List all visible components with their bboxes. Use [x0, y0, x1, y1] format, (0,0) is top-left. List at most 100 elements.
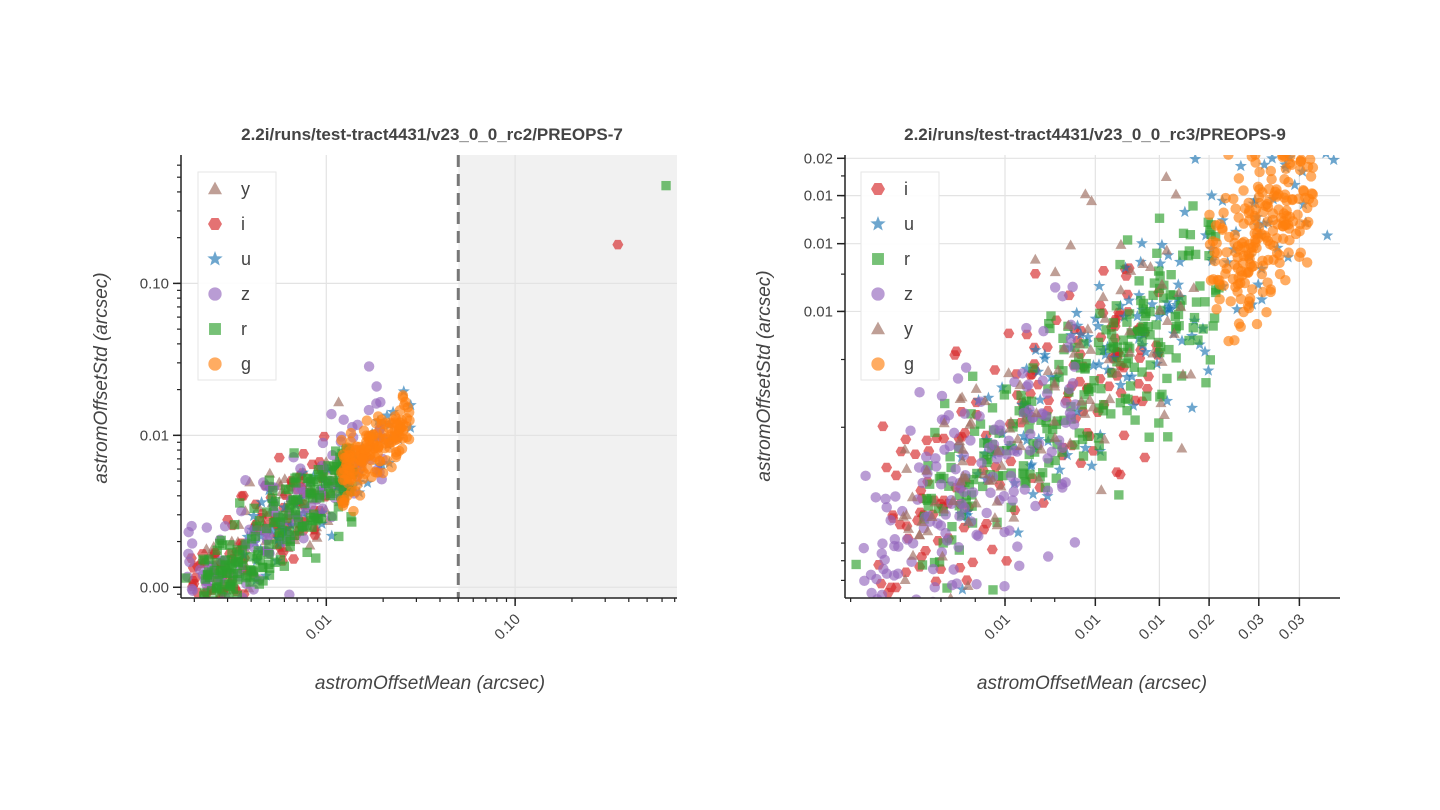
right-x-tick-label: 0.01 — [981, 611, 1014, 644]
right-point-z — [927, 563, 939, 575]
right-point-g — [1272, 219, 1283, 230]
right-point-z — [943, 410, 955, 421]
right-point-g — [1287, 136, 1297, 146]
right-point-r — [1170, 311, 1180, 322]
left-point-g — [370, 451, 381, 463]
right-point-z — [1057, 291, 1068, 302]
left-y-tick-label: 0.00 — [140, 579, 169, 596]
right-point-r — [1124, 309, 1135, 319]
right-point-i — [877, 421, 889, 432]
right-legend-item-g: g — [871, 354, 914, 374]
right-point-r — [1134, 276, 1144, 286]
right-point-y — [1144, 261, 1156, 272]
right-point-z — [948, 427, 960, 439]
left-point-z — [375, 396, 386, 408]
right-point-g — [1214, 275, 1225, 286]
left-point-r — [309, 512, 319, 523]
right-point-g — [1237, 258, 1249, 269]
right-point-r — [1054, 372, 1064, 382]
left-point-y — [264, 467, 276, 478]
right-point-y — [957, 443, 969, 454]
right-point-r — [1050, 455, 1060, 466]
right-point-y — [900, 509, 912, 520]
right-point-r — [1020, 477, 1030, 487]
right-point-g — [1246, 155, 1258, 162]
right-point-r — [1163, 432, 1173, 442]
right-point-z — [952, 373, 964, 384]
right-point-z — [994, 419, 1005, 431]
left-point-i — [189, 612, 200, 622]
right-point-r — [1209, 313, 1220, 323]
right-chart-panel: 0.01 0.01 0.01 0.02 0.03 0.03 0.01 0.01 0.01 0.02… — [754, 123, 1340, 694]
right-point-y — [1098, 433, 1110, 444]
right-point-g — [1271, 191, 1282, 202]
right-point-r — [1079, 339, 1089, 349]
right-point-z — [935, 520, 947, 531]
left-point-r — [254, 579, 265, 589]
right-point-y — [947, 495, 959, 506]
right-point-r — [944, 481, 954, 491]
right-legend-label-g: g — [904, 354, 914, 374]
right-point-g — [1212, 247, 1223, 259]
right-point-r — [1037, 468, 1048, 478]
right-point-u — [1161, 394, 1174, 407]
left-point-r — [333, 477, 343, 488]
left-point-g — [357, 453, 368, 465]
right-point-r — [947, 521, 957, 532]
right-point-r — [1137, 367, 1147, 377]
right-point-r — [1183, 251, 1194, 261]
left-point-z — [236, 505, 247, 517]
right-point-r — [1204, 251, 1214, 261]
right-point-r — [1137, 337, 1147, 347]
right-point-u — [1186, 401, 1199, 414]
left-point-r — [202, 570, 212, 580]
left-point-g — [361, 415, 373, 426]
left-point-z — [338, 414, 349, 425]
right-point-r — [1082, 431, 1093, 441]
right-point-g — [1254, 166, 1265, 178]
right-point-z — [907, 538, 919, 549]
left-point-r — [258, 562, 268, 573]
right-point-y — [1033, 473, 1045, 484]
right-point-g — [1209, 255, 1221, 267]
left-point-y — [333, 396, 345, 407]
left-point-z — [240, 475, 251, 486]
right-point-u — [1032, 432, 1045, 445]
right-point-g — [1217, 223, 1228, 234]
right-point-r — [1028, 363, 1038, 373]
left-legend-label-y: y — [241, 179, 250, 199]
right-point-z — [959, 502, 970, 513]
right-legend-item-y: y — [871, 319, 913, 339]
right-point-y — [1049, 380, 1061, 391]
right-point-g — [1238, 185, 1249, 196]
right-point-r — [1097, 451, 1107, 461]
right-point-z — [1069, 361, 1080, 372]
right-point-r — [1114, 490, 1124, 500]
right-point-r — [921, 494, 932, 504]
right-point-r — [988, 585, 998, 595]
right-point-r — [1165, 290, 1175, 300]
right-point-r — [1006, 441, 1016, 451]
right-point-y — [1079, 407, 1091, 418]
right-point-g — [1257, 286, 1269, 298]
left-point-r — [661, 180, 671, 191]
right-point-u — [1216, 214, 1229, 226]
left-point-y — [202, 611, 213, 621]
right-point-g — [1307, 123, 1317, 133]
right-point-z — [974, 411, 985, 422]
right-point-r — [1189, 312, 1200, 323]
right-point-z — [1069, 537, 1081, 548]
right-point-z — [959, 643, 969, 653]
right-point-y — [1075, 395, 1087, 406]
left-point-r — [242, 571, 252, 581]
right-point-y — [979, 395, 991, 406]
left-point-g — [392, 419, 403, 430]
right-point-g — [1265, 286, 1276, 298]
right-point-z — [1068, 419, 1080, 430]
right-point-y — [922, 525, 934, 536]
right-point-u — [1020, 362, 1033, 375]
right-point-z — [1042, 551, 1054, 562]
right-point-y — [1018, 414, 1030, 425]
right-point-y — [965, 416, 977, 427]
